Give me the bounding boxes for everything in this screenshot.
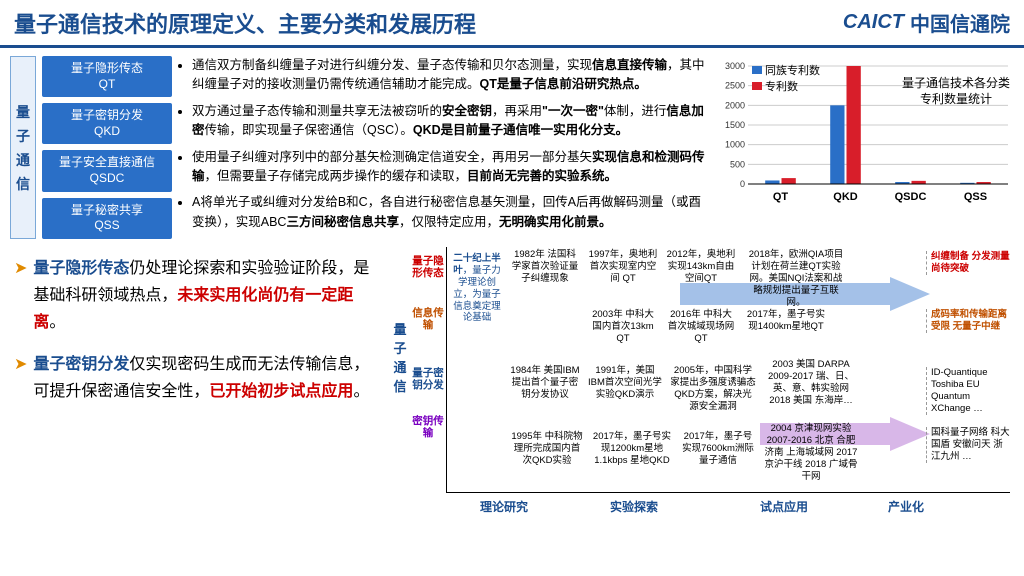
svg-text:QSDC: QSDC	[895, 191, 927, 203]
tl-col0: 二十纪上半叶，量子力学理论创立，为量子信息奠定理论基础	[450, 253, 504, 324]
box-qkd: 量子密钥分发QKD	[42, 103, 172, 144]
tl-vertical-label: 量子通信	[390, 247, 410, 467]
phase-1: 理论研究	[480, 498, 528, 515]
svg-text:QKD: QKD	[833, 191, 858, 203]
timeline: 量子通信 量子隐形传态 信息传输 量子密钥分发 密钥传输 二十纪上半叶，量子力学…	[390, 247, 1014, 527]
legend-swatch-2	[752, 82, 762, 90]
tl-side-info: 信息传输	[412, 307, 444, 331]
phase-4: 产业化	[888, 498, 924, 515]
logo-badge: CAICT	[843, 11, 904, 34]
legend-swatch-1	[752, 66, 762, 74]
bar-chart: 同族专利数 专利数 量子通信技术各分类专利数量统计 0 500 1000 1500 20…	[714, 56, 1014, 239]
logo: CAICT 中国信通院	[843, 8, 1010, 37]
svg-text:QT: QT	[773, 191, 789, 203]
tl-right-4: 国科量子网络 科大国盾 安徽问天 浙江九州 …	[926, 427, 1012, 463]
bullet-qkd: 双方通过量子态传输和测量共享无法被窃听的安全密钥，再采用"一次一密"体制，进行信…	[192, 102, 708, 141]
svg-text:QSS: QSS	[964, 191, 987, 203]
arrow-icon: ➤	[14, 255, 27, 337]
bottom-section: ➤ 量子隐形传态仍处理论探索和实验验证阶段，是基础科研领域热点，未来实用化尚仍有…	[10, 247, 1014, 527]
legend-label-2: 专利数	[765, 78, 798, 94]
box-qsdc: 量子安全直接通信QSDC	[42, 150, 172, 191]
logo-cn: 中国信通院	[910, 8, 1010, 37]
vl-char: 通	[16, 150, 30, 170]
svg-text:1000: 1000	[725, 140, 745, 150]
tl-x-axis	[446, 492, 1010, 493]
tl-c4: 2003 美国 DARPA 2009-2017 瑞、日、英、意、韩实验网 201…	[764, 359, 858, 407]
header: 量子通信技术的原理定义、主要分类和发展历程 CAICT 中国信通院	[0, 0, 1024, 48]
page-title: 量子通信技术的原理定义、主要分类和发展历程	[14, 7, 843, 39]
top-section: 量 子 通 信 量子隐形传态QT 量子密钥分发QKD 量子安全直接通信QSDC …	[10, 56, 1014, 239]
tl-a4: 2018年，欧洲QIA项目计划在荷兰建QT实验网。美国NQI法案和战略规划提出量…	[746, 249, 846, 308]
category-boxes: 量子隐形传态QT 量子密钥分发QKD 量子安全直接通信QSDC 量子秘密共享QS…	[42, 56, 172, 239]
tl-d2: 2017年，墨子号实现1200km星地1.1kbps 星地QKD	[592, 431, 672, 467]
phase-3: 试点应用	[760, 498, 808, 515]
tl-c3: 2005年，中国科学家提出多强度诱骗态QKD方案，解决光源安全漏洞	[670, 365, 756, 413]
vertical-label: 量 子 通 信	[10, 56, 36, 239]
tl-y-axis	[446, 247, 447, 493]
tl-a1: 1982年 法国科学家首次验证量子纠缠现象	[510, 249, 580, 285]
chart-legend: 同族专利数 专利数	[752, 62, 820, 94]
box-qss: 量子秘密共享QSS	[42, 198, 172, 239]
box-qt: 量子隐形传态QT	[42, 56, 172, 97]
svg-text:3000: 3000	[725, 61, 745, 71]
bullet-qsdc: 使用量子纠缠对序列中的部分基矢检测确定信道安全，再用另一部分基矢实现信息和检测码…	[192, 148, 708, 187]
tl-right-1: 纠缠制备 分发测量 尚待突破	[926, 251, 1012, 275]
tl-c1: 1984年 美国IBM提出首个量子密钥分发协议	[510, 365, 580, 401]
tl-side-key: 密钥传输	[412, 415, 444, 439]
tl-b1: 2003年 中科大国内首次13km QT	[588, 309, 658, 345]
vl-char: 量	[16, 102, 30, 122]
callout-block: ➤ 量子隐形传态仍处理论探索和实验验证阶段，是基础科研领域热点，未来实用化尚仍有…	[10, 247, 380, 527]
svg-text:0: 0	[740, 179, 745, 189]
svg-text:1500: 1500	[725, 120, 745, 130]
tl-d3: 2017年，墨子号实现7600km洲际量子通信	[680, 431, 756, 467]
svg-text:2500: 2500	[725, 81, 745, 91]
vl-char: 信	[16, 174, 30, 194]
tl-a2: 1997年，奥地利首次实现室内空间 QT	[588, 249, 658, 285]
arrow-icon: ➤	[14, 351, 27, 405]
bullet-list: 通信双方制备纠缠量子对进行纠缠分发、量子态传输和贝尔态测量，实现信息直接传输，其…	[178, 56, 708, 239]
bullet-qt: 通信双方制备纠缠量子对进行纠缠分发、量子态传输和贝尔态测量，实现信息直接传输，其…	[192, 56, 708, 95]
svg-text:500: 500	[730, 159, 745, 169]
tl-c2: 1991年，美国IBM首次空间光学实验QKD演示	[588, 365, 662, 401]
bullet-qss: A将单光子或纠缠对分发给B和C，各自进行秘密信息基矢测量，回传A后再做解码测量（…	[192, 193, 708, 232]
vl-char: 子	[16, 126, 30, 146]
tl-right-3: ID-Quantique Toshiba EU Quantum XChange …	[926, 367, 1012, 415]
tl-a3: 2012年，奥地利实现143km自由空间QT	[666, 249, 736, 285]
tl-b3: 2017年，墨子号实现1400km星地QT	[746, 309, 826, 333]
svg-text:2000: 2000	[725, 100, 745, 110]
chart-title: 量子通信技术各分类专利数量统计	[902, 76, 1010, 107]
tl-side-qkd: 量子密钥分发	[412, 367, 444, 391]
legend-label-1: 同族专利数	[765, 62, 820, 78]
tl-d1: 1995年 中科院物理所完成国内首次QKD实验	[510, 431, 584, 467]
tl-d4: 2004 京津现网实验 2007-2016 北京 合肥 济南 上海城域网 201…	[764, 423, 858, 482]
tl-side-qt: 量子隐形传态	[412, 255, 444, 279]
callout-2: ➤ 量子密钥分发仅实现密码生成而无法传输信息，可提升保密通信安全性，已开始初步试…	[14, 351, 376, 405]
callout-1: ➤ 量子隐形传态仍处理论探索和实验验证阶段，是基础科研领域热点，未来实用化尚仍有…	[14, 255, 376, 337]
phase-2: 实验探索	[610, 498, 658, 515]
tl-right-2: 成码率和传输距离受限 无量子中继	[926, 309, 1012, 333]
tl-b2: 2016年 中科大首次城域现场网QT	[666, 309, 736, 345]
